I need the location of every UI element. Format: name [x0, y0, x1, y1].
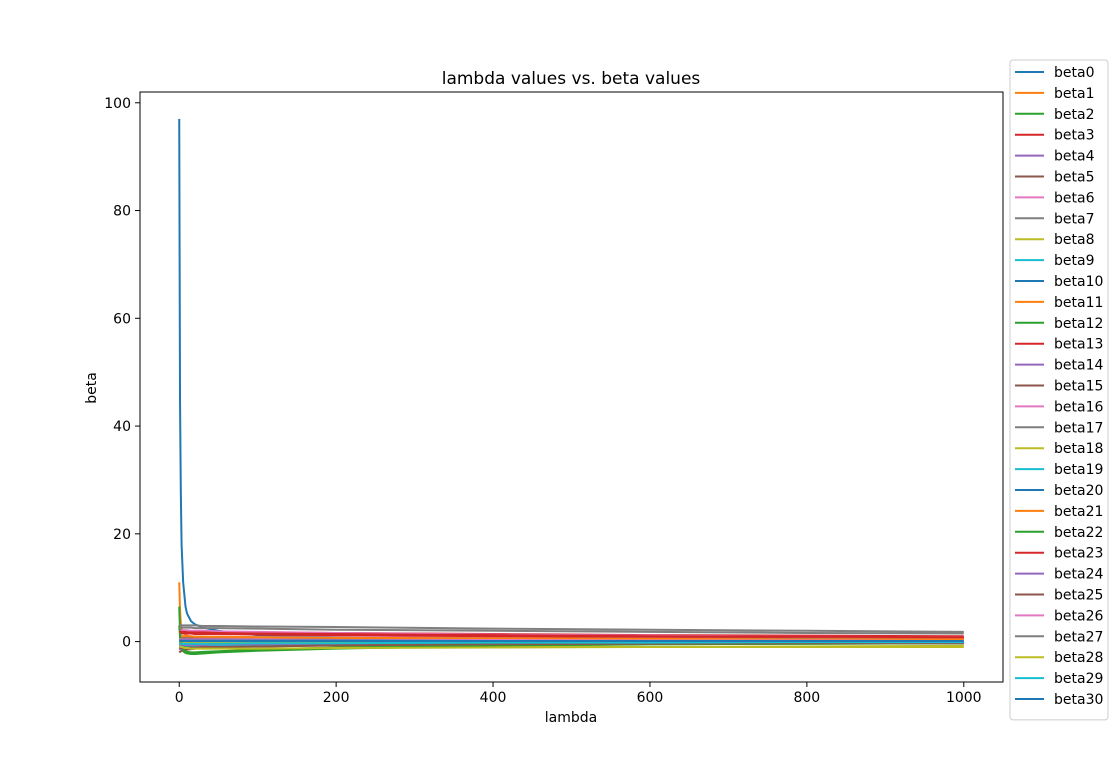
- y-tick-label: 40: [113, 419, 131, 435]
- legend-label-beta12: beta12: [1054, 316, 1103, 332]
- legend-label-beta13: beta13: [1054, 337, 1103, 353]
- legend-label-beta23: beta23: [1054, 546, 1103, 562]
- series-line-beta27: [179, 626, 964, 635]
- legend-box: [1009, 59, 1109, 721]
- legend: beta0 beta1 beta2 beta3 beta4 beta5 beta6 beta7…: [1009, 59, 1109, 721]
- legend-label-beta19: beta19: [1054, 462, 1103, 478]
- legend-label-beta11: beta11: [1054, 295, 1103, 311]
- x-axis: 0 200 400 600 800 1000: [175, 682, 982, 706]
- legend-label-beta7: beta7: [1054, 211, 1094, 227]
- legend-label-beta9: beta9: [1054, 253, 1094, 269]
- x-tick-label: 400: [480, 690, 507, 706]
- legend-label-beta5: beta5: [1054, 170, 1094, 186]
- plot-frame: [139, 91, 1004, 683]
- legend-label-beta26: beta26: [1054, 608, 1103, 624]
- legend-label-beta15: beta15: [1054, 379, 1103, 395]
- legend-label-beta10: beta10: [1054, 274, 1103, 290]
- y-tick-label: 100: [104, 96, 131, 112]
- legend-label-beta27: beta27: [1054, 629, 1103, 645]
- legend-label-beta28: beta28: [1054, 650, 1103, 666]
- series-line-beta29: [179, 641, 964, 645]
- legend-label-beta24: beta24: [1054, 567, 1103, 583]
- legend-label-beta2: beta2: [1054, 107, 1094, 123]
- legend-label-beta29: beta29: [1054, 671, 1103, 687]
- legend-label-beta21: beta21: [1054, 504, 1103, 520]
- legend-label-beta3: beta3: [1054, 128, 1094, 144]
- legend-label-beta18: beta18: [1054, 441, 1103, 457]
- series-line-beta23: [179, 630, 964, 639]
- legend-label-beta4: beta4: [1054, 149, 1095, 165]
- legend-label-beta16: beta16: [1054, 399, 1103, 415]
- series-line-beta21: [179, 635, 964, 641]
- x-tick-label: 1000: [946, 690, 982, 706]
- legend-label-beta14: beta14: [1054, 358, 1103, 374]
- series-line-beta28: [179, 644, 964, 650]
- x-tick-label: 800: [793, 690, 820, 706]
- x-tick-label: 200: [323, 690, 350, 706]
- legend-label-beta22: beta22: [1054, 525, 1103, 541]
- legend-label-beta1: beta1: [1054, 86, 1094, 102]
- legend-label-beta20: beta20: [1054, 483, 1103, 499]
- y-tick-label: 60: [113, 311, 131, 327]
- x-tick-label: 0: [175, 690, 184, 706]
- y-tick-label: 0: [122, 635, 131, 651]
- legend-label-beta0: beta0: [1054, 65, 1094, 81]
- chart-title: lambda values vs. beta values: [442, 69, 701, 89]
- legend-label-beta25: beta25: [1054, 588, 1103, 604]
- y-tick-label: 20: [113, 527, 131, 543]
- series-line-beta30: [179, 639, 964, 643]
- series-line-beta25: [179, 642, 964, 650]
- y-axis: 0 20 40 60 80 100: [104, 96, 140, 651]
- x-tick-label: 600: [637, 690, 664, 706]
- y-tick-label: 80: [113, 204, 131, 220]
- legend-label-beta17: beta17: [1054, 420, 1103, 436]
- y-axis-label: beta: [84, 372, 100, 404]
- x-axis-label: lambda: [545, 710, 597, 726]
- series-line-beta7: [178, 623, 964, 633]
- legend-label-beta8: beta8: [1054, 232, 1094, 248]
- legend-label-beta30: beta30: [1054, 692, 1103, 708]
- plot-area: [139, 91, 1004, 683]
- legend-label-beta6: beta6: [1054, 190, 1095, 206]
